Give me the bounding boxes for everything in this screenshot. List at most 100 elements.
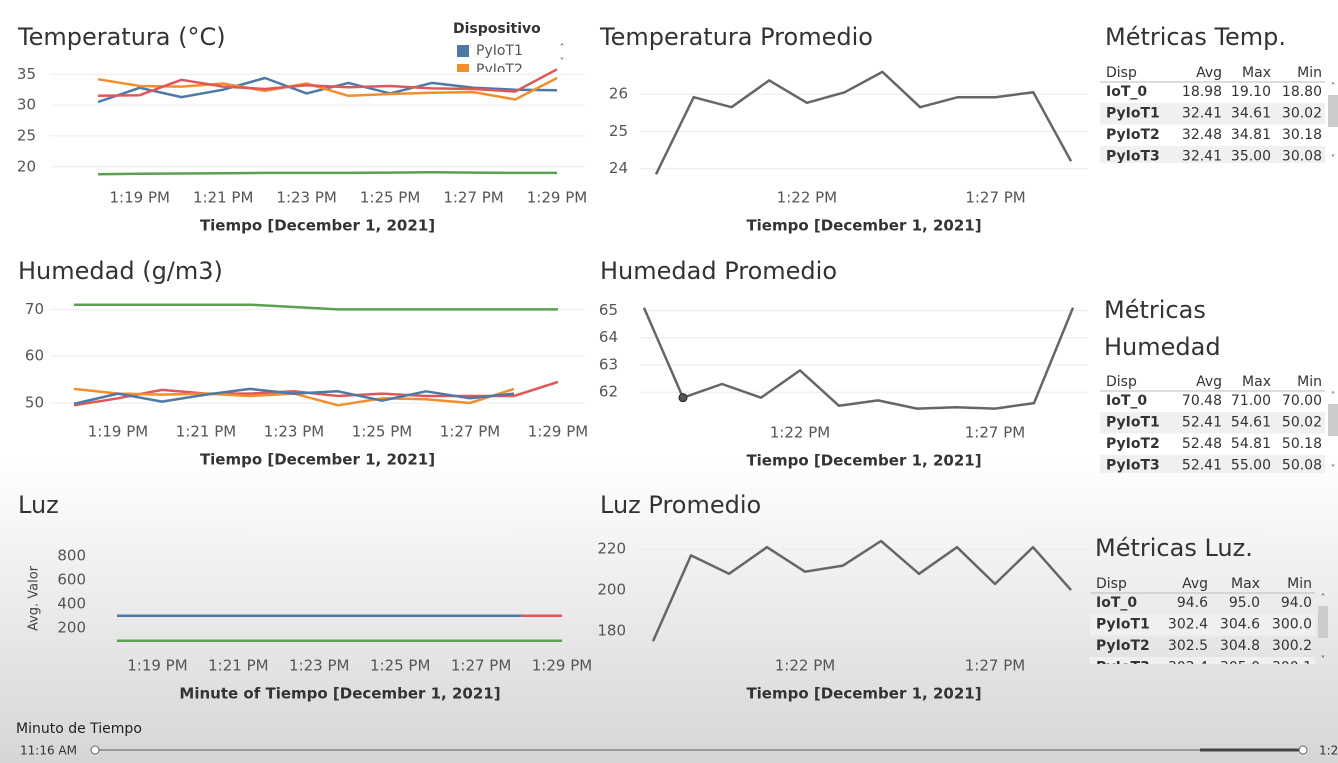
table-header: Min (1297, 65, 1322, 81)
table-cell: PyIoT1 (1106, 106, 1160, 122)
series-line (97, 76, 558, 101)
table-cell: PyIoT3 (1106, 458, 1160, 474)
table-cell: 34.81 (1231, 127, 1271, 143)
series-line (97, 171, 557, 176)
series-line (73, 387, 515, 406)
y-tick-label: 35 (17, 65, 36, 83)
table-header: Avg (1182, 576, 1208, 592)
table-cell: PyIoT3 (1106, 149, 1160, 165)
table-cell: 30.18 (1282, 127, 1322, 143)
y-tick-label: 24 (609, 159, 628, 177)
x-axis-label: Tiempo [December 1, 2021] (746, 452, 981, 470)
table-cell: 32.41 (1182, 149, 1222, 165)
y-tick-label: 400 (57, 594, 86, 612)
table-header: Avg (1196, 374, 1222, 390)
table-cell: 302.5 (1168, 638, 1208, 654)
y-tick-label: 180 (597, 622, 626, 640)
table-row-bg (1100, 103, 1325, 125)
table-cell: PyIoT2 (1106, 127, 1160, 143)
y-tick-label: 62 (599, 383, 618, 401)
table-cell: IoT_0 (1106, 84, 1147, 100)
table-scroll-up[interactable]: ˄ (1321, 592, 1326, 604)
table-cell: 94.0 (1281, 595, 1312, 611)
table-cell: 50.08 (1282, 458, 1322, 474)
y-tick-label: 25 (609, 122, 628, 140)
table-scrollbar[interactable] (1328, 95, 1338, 127)
series-line (654, 70, 1073, 175)
slider-handle[interactable] (90, 745, 100, 755)
table-scroll-up[interactable]: ˄ (1331, 390, 1336, 402)
table-header: Max (1242, 65, 1271, 81)
table-cell: 300.2 (1272, 638, 1312, 654)
table-row-bg (1100, 412, 1325, 434)
table-title: Métricas Luz. (1095, 534, 1253, 562)
x-tick-label: 1:29 PM (528, 423, 588, 441)
table-row-bg (1090, 657, 1315, 664)
table-cell: IoT_0 (1096, 595, 1137, 611)
table-cell: 35.00 (1231, 149, 1271, 165)
table-cell: 305.0 (1220, 660, 1260, 676)
table-scroll-down[interactable]: ˅ (1331, 463, 1336, 475)
chart-title: Luz Promedio (600, 491, 761, 519)
table-cell: 30.08 (1282, 149, 1322, 165)
slider-handle[interactable] (1298, 745, 1308, 755)
table-cell: 34.61 (1231, 106, 1271, 122)
y-axis-label: Avg. Valor (27, 565, 42, 631)
y-tick-label: 220 (597, 540, 626, 558)
legend-scroll[interactable]: ˄ (560, 42, 565, 54)
slider-title: Minuto de Tiempo (16, 721, 142, 737)
table-cell: 304.8 (1220, 638, 1260, 654)
legend-label: PyIoT2 (476, 62, 523, 78)
x-tick-label: 1:23 PM (289, 657, 349, 675)
table-scroll-down[interactable]: ˅ (1321, 654, 1326, 666)
table-cell: 71.00 (1231, 393, 1271, 409)
table-header: Disp (1096, 576, 1127, 592)
chart-title: Temperatura (°C) (17, 23, 226, 51)
table-scroll-down[interactable]: ˅ (1331, 153, 1336, 165)
series-line (97, 76, 558, 104)
x-tick-label: 1:25 PM (360, 189, 420, 207)
table-cell: 19.10 (1231, 84, 1271, 100)
table-cell: 70.48 (1182, 393, 1222, 409)
table-cell: 302.4 (1168, 660, 1208, 676)
x-axis-label: Minute of Tiempo [December 1, 2021] (179, 685, 500, 703)
x-tick-label: 1:22 PM (777, 189, 837, 207)
y-tick-label: 200 (597, 581, 626, 599)
table-cell: 32.48 (1182, 127, 1222, 143)
table-cell: 302.4 (1168, 617, 1208, 633)
table-header: Max (1231, 576, 1260, 592)
table-cell: 300.1 (1272, 660, 1312, 676)
chart-title: Temperatura Promedio (599, 23, 873, 51)
highlight-point (678, 393, 688, 403)
legend: PyIoT1PyIoT2PyIoT3IoT_0 (457, 43, 523, 78)
x-axis-label: Tiempo [December 1, 2021] (200, 451, 435, 469)
table: Disp Avg Max Min IoT_0 94.6 95.0 94.0 PyIoT1 302.… (1090, 576, 1315, 676)
table-scroll-up[interactable]: ˄ (1331, 81, 1336, 93)
table-cell: 54.61 (1231, 415, 1271, 431)
table-header: Disp (1106, 65, 1137, 81)
table-cell: 52.41 (1182, 458, 1222, 474)
table-scrollbar[interactable] (1318, 606, 1328, 638)
legend-scroll[interactable]: ˅ (560, 56, 565, 68)
table-cell: 50.02 (1282, 415, 1322, 431)
x-tick-label: 1:29 PM (527, 189, 587, 207)
x-tick-label: 1:22 PM (775, 657, 835, 675)
x-tick-label: 1:27 PM (965, 189, 1025, 207)
table-header: Avg (1196, 65, 1222, 81)
table-cell: 55.00 (1231, 458, 1271, 474)
x-tick-label: 1:21 PM (176, 423, 236, 441)
x-tick-label: 1:25 PM (370, 657, 430, 675)
x-tick-label: 1:23 PM (264, 423, 324, 441)
series-line (651, 539, 1072, 642)
y-tick-label: 63 (599, 355, 618, 373)
y-tick-label: 50 (25, 393, 44, 411)
series-line (97, 68, 558, 98)
x-tick-label: 1:25 PM (352, 423, 412, 441)
y-tick-label: 30 (17, 96, 36, 114)
table-header: Disp (1106, 374, 1137, 390)
legend-swatch (457, 64, 469, 72)
table-scrollbar[interactable] (1328, 404, 1338, 436)
